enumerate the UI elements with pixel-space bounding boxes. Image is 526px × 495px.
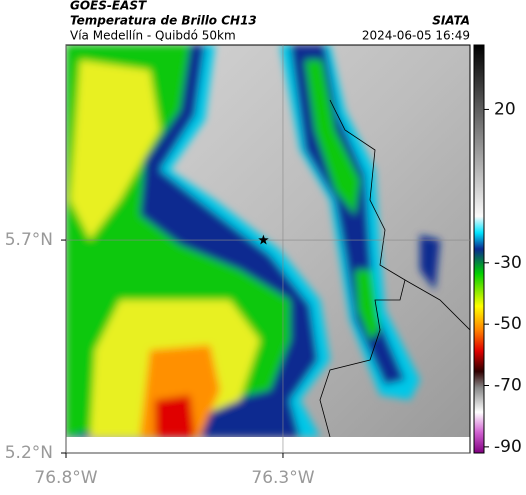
datetime: 2024-06-05 16:49: [362, 29, 470, 43]
colorbar-tick-label: -30: [494, 253, 522, 273]
location-marker: [258, 234, 269, 245]
grid: [65, 45, 470, 454]
route: Vía Medellín - Quibdó 50km: [70, 29, 236, 43]
imagery: [66, 45, 470, 437]
lat-tick-label: 5.2°N: [5, 443, 53, 463]
source: SIATA: [432, 14, 470, 28]
lat-tick-label: 5.7°N: [5, 230, 53, 250]
lon-tick-label: 76.3°W: [251, 468, 314, 488]
satellite: GOES-EAST: [70, 0, 147, 13]
colorbar-tick-label: 20: [494, 99, 516, 119]
product: Temperatura de Brillo CH13: [70, 14, 257, 28]
lon-tick-label: 76.8°W: [34, 468, 97, 488]
colorbar-tick-label: -50: [494, 314, 522, 334]
colorbar: [473, 44, 485, 454]
colorbar-tick-label: -90: [494, 437, 522, 457]
colorbar-tick-label: -70: [494, 376, 522, 396]
